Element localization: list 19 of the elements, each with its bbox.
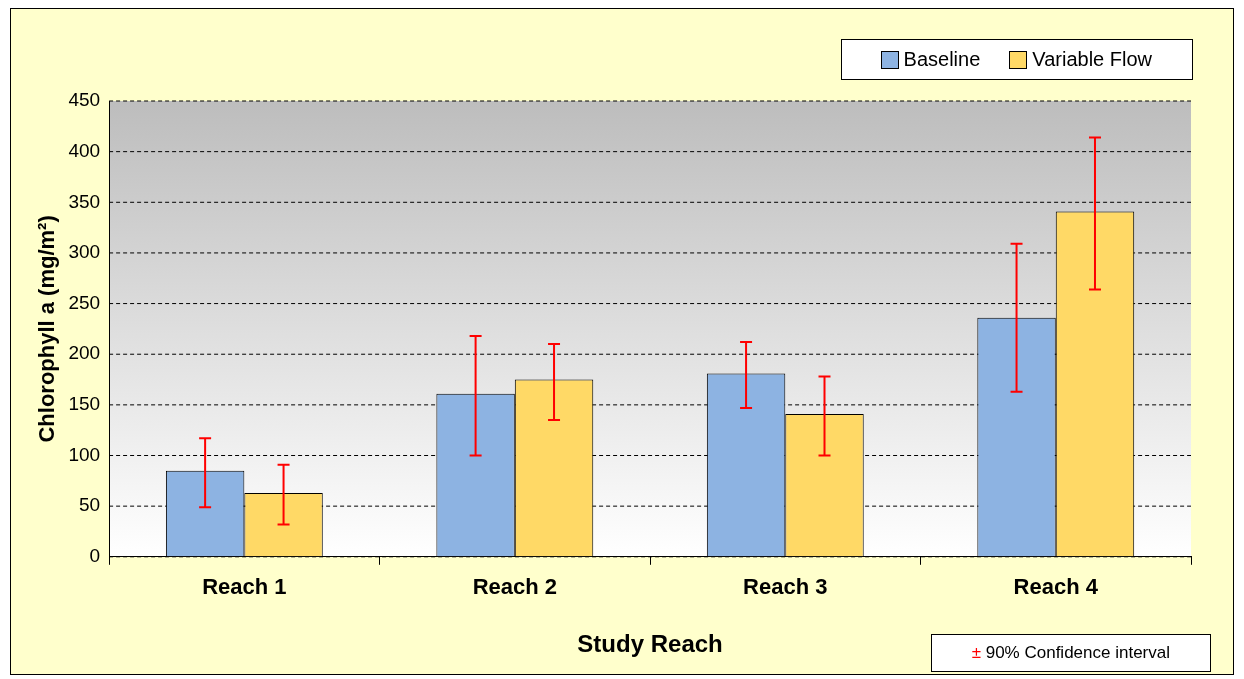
y-tick-label: 450: [68, 89, 101, 111]
y-axis-title: Chlorophyll a (mg/m²): [34, 215, 60, 443]
x-axis-title: Study Reach: [577, 630, 723, 658]
y-tick-label: 50: [78, 494, 101, 516]
y-tick-label: 350: [68, 190, 101, 212]
y-tick-label: 150: [68, 393, 101, 415]
y-tick-label: 0: [89, 545, 101, 567]
text: ± 90% Confidence interval: [930, 634, 1211, 672]
y-tick-label: 250: [68, 291, 101, 313]
legend-label: Baseline: [902, 48, 981, 71]
x-tick-label: Reach 4: [1013, 574, 1099, 600]
y-tick-label: 100: [68, 443, 101, 465]
legend-label: Variable Flow: [1031, 48, 1152, 71]
y-tick-label: 300: [68, 241, 101, 263]
y-tick-label: 200: [68, 342, 101, 364]
x-tick-label: Reach 2: [472, 574, 558, 600]
x-tick-label: Reach 3: [743, 574, 828, 600]
x-tick-label: Reach 1: [202, 574, 287, 600]
y-tick-label: 400: [68, 139, 101, 161]
